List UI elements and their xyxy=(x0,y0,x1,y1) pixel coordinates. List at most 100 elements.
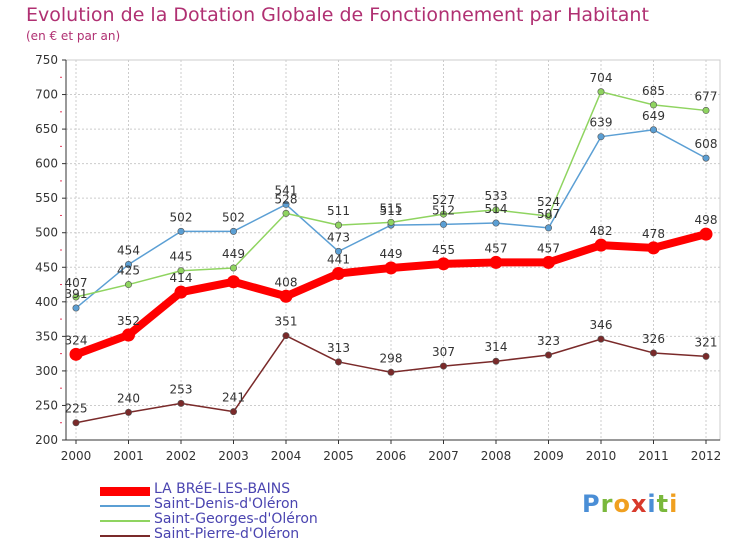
data-label: 425 xyxy=(117,264,140,278)
data-point xyxy=(542,255,555,269)
proxiti-logo: Proxiti xyxy=(582,490,678,518)
data-label: 511 xyxy=(380,204,403,218)
data-point xyxy=(702,106,710,114)
y-tick-label: 200 xyxy=(35,433,58,447)
data-label: 326 xyxy=(642,332,665,346)
x-tick-label: 2012 xyxy=(691,449,722,463)
data-label: 457 xyxy=(485,241,508,255)
data-label: 685 xyxy=(642,84,665,98)
y-tick-label: 300 xyxy=(35,364,58,378)
data-point xyxy=(439,362,447,370)
data-label: 441 xyxy=(327,252,350,266)
data-point xyxy=(72,304,80,312)
chart-title: Evolution de la Dotation Globale de Fonc… xyxy=(26,4,649,26)
data-point xyxy=(439,210,447,218)
y-tick-label: 550 xyxy=(35,191,58,205)
data-label: 449 xyxy=(222,247,245,261)
data-label: 502 xyxy=(170,210,193,224)
data-label: 298 xyxy=(380,351,403,365)
data-point xyxy=(387,218,395,226)
logo-letter: x xyxy=(630,490,648,518)
data-point xyxy=(334,221,342,229)
data-point xyxy=(492,206,500,214)
data-label: 527 xyxy=(432,193,455,207)
legend-label: Saint-Georges-d'Oléron xyxy=(154,511,318,527)
data-label: 391 xyxy=(65,287,88,301)
data-label: 473 xyxy=(327,230,350,244)
data-label: 498 xyxy=(695,213,718,227)
data-point xyxy=(282,209,290,217)
data-label: 352 xyxy=(117,314,140,328)
data-point xyxy=(125,281,133,289)
data-label: 507 xyxy=(537,207,560,221)
x-tick-label: 2011 xyxy=(638,449,669,463)
data-label: 511 xyxy=(327,204,350,218)
data-label: 407 xyxy=(65,276,88,290)
data-label: 639 xyxy=(590,116,613,130)
series-3 xyxy=(72,88,710,301)
data-label: 649 xyxy=(642,109,665,123)
data-point xyxy=(334,358,342,366)
data-label: 533 xyxy=(485,189,508,203)
y-tick-label: 650 xyxy=(35,122,58,136)
data-point xyxy=(702,352,710,360)
data-label: 514 xyxy=(485,202,508,216)
data-point xyxy=(544,212,552,220)
data-point xyxy=(594,238,608,252)
x-tick-label: 2001 xyxy=(113,449,144,463)
data-point xyxy=(125,408,133,416)
data-label: 524 xyxy=(537,195,560,209)
legend-label: Saint-Pierre-d'Oléron xyxy=(154,526,300,542)
data-point xyxy=(649,101,657,109)
y-tick-label: 450 xyxy=(35,260,58,274)
data-label: 351 xyxy=(275,315,298,329)
legend-swatch xyxy=(100,505,150,507)
data-point xyxy=(230,227,238,235)
data-point xyxy=(699,227,713,241)
legend-swatch xyxy=(100,535,150,537)
series-4 xyxy=(72,332,710,427)
data-label: 313 xyxy=(327,341,350,355)
data-point xyxy=(492,219,500,227)
data-label: 608 xyxy=(695,137,718,151)
data-point xyxy=(72,419,80,427)
series-1 xyxy=(69,227,713,361)
data-label: 314 xyxy=(485,340,508,354)
data-label: 449 xyxy=(380,247,403,261)
data-label: 512 xyxy=(432,203,455,217)
data-point xyxy=(544,224,552,232)
data-point xyxy=(439,220,447,228)
data-label: 515 xyxy=(380,201,403,215)
data-point xyxy=(279,289,293,303)
data-point xyxy=(384,261,398,275)
y-tick-label: 700 xyxy=(35,88,58,102)
data-point xyxy=(597,88,605,96)
data-label: 677 xyxy=(695,89,718,103)
logo-letter: P xyxy=(582,490,601,518)
data-label: 454 xyxy=(117,244,140,258)
x-tick-label: 2002 xyxy=(166,449,197,463)
data-point xyxy=(230,264,238,272)
data-point xyxy=(72,293,80,301)
data-point xyxy=(649,126,657,134)
data-label: 253 xyxy=(170,382,193,396)
data-label: 323 xyxy=(537,334,560,348)
data-label: 225 xyxy=(65,402,88,416)
x-tick-label: 2007 xyxy=(428,449,459,463)
data-label: 324 xyxy=(65,333,88,347)
data-point xyxy=(125,261,133,269)
logo-letter: o xyxy=(613,490,631,518)
data-label: 241 xyxy=(222,391,245,405)
y-tick-label: 400 xyxy=(35,295,58,309)
data-label: 502 xyxy=(222,210,245,224)
logo-letter: r xyxy=(600,490,614,518)
data-label: 478 xyxy=(642,227,665,241)
y-tick-label: 500 xyxy=(35,226,58,240)
data-point xyxy=(230,408,238,416)
data-point xyxy=(649,349,657,357)
data-point xyxy=(489,255,503,269)
data-point xyxy=(492,357,500,365)
data-label: 455 xyxy=(432,243,455,257)
data-label: 321 xyxy=(695,335,718,349)
